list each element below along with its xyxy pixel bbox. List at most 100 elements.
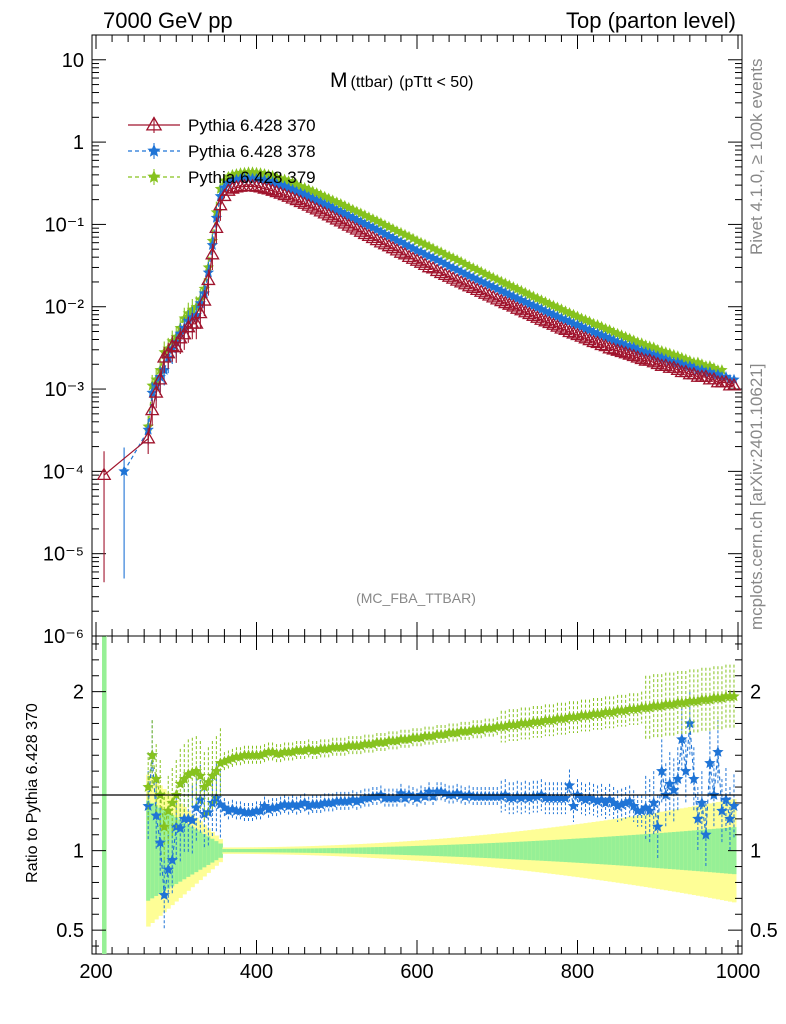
data-point-star bbox=[339, 199, 351, 211]
ratio-band-inner bbox=[659, 832, 665, 869]
ratio-point-star bbox=[724, 812, 736, 824]
legend-marker-star bbox=[147, 144, 161, 157]
data-point-triangle bbox=[457, 276, 473, 290]
ratio-band-inner bbox=[194, 829, 199, 873]
data-point-star bbox=[591, 327, 604, 339]
ratio-point-star bbox=[704, 693, 716, 705]
data-point-triangle bbox=[333, 213, 349, 227]
legend-label: Pythia 6.428 379 bbox=[188, 168, 316, 187]
ratio-band-inner bbox=[342, 847, 348, 854]
data-point-triangle bbox=[465, 280, 481, 294]
ratio-band-inner bbox=[358, 847, 364, 854]
ratio-band-inner bbox=[282, 848, 288, 853]
data-point-triangle bbox=[530, 310, 545, 323]
ratio-point-star bbox=[523, 717, 536, 729]
ratio-band-inner bbox=[611, 836, 617, 866]
ratio-point-star bbox=[563, 779, 576, 791]
ratio-band-inner bbox=[146, 800, 151, 901]
ratio-series-pythia-6-428-379 bbox=[142, 664, 740, 862]
mcplots-label: mcplots.cern.ch [arXiv:2401.10621] bbox=[747, 364, 766, 630]
plot-title-sub: (ttbar) bbox=[351, 74, 394, 91]
ratio-band-inner bbox=[567, 839, 572, 863]
ratio-band-inner bbox=[218, 843, 223, 858]
ratio-y-tick-label: 0.5 bbox=[56, 920, 84, 942]
data-point-star bbox=[599, 330, 612, 342]
ratio-point-star bbox=[451, 727, 463, 738]
ratio-point-star bbox=[166, 854, 178, 865]
ratio-band-inner bbox=[619, 835, 625, 866]
data-point-triangle bbox=[385, 240, 401, 254]
data-point-triangle bbox=[401, 249, 417, 263]
ratio-point-star bbox=[636, 804, 648, 816]
ratio-point-star bbox=[286, 746, 299, 757]
data-point-triangle bbox=[570, 327, 585, 341]
data-point-triangle bbox=[357, 226, 373, 240]
header-right: Top (parton level) bbox=[566, 8, 736, 33]
data-point-triangle bbox=[574, 329, 589, 342]
data-point-triangle bbox=[630, 349, 645, 363]
data-point-star bbox=[555, 312, 568, 324]
data-point-triangle bbox=[193, 305, 208, 319]
data-point-triangle bbox=[526, 308, 541, 321]
data-point-triangle bbox=[273, 186, 288, 199]
ratio-point-star bbox=[311, 744, 323, 756]
ratio-band-inner bbox=[679, 831, 685, 870]
legend-marker-triangle bbox=[145, 116, 163, 131]
data-point-star bbox=[403, 240, 415, 252]
ratio-band-inner bbox=[162, 810, 167, 892]
data-point-star bbox=[463, 260, 475, 272]
ratio-point-star bbox=[194, 769, 206, 781]
data-point-triangle bbox=[205, 246, 220, 260]
ratio-point-star bbox=[615, 798, 628, 810]
ratio-band-inner bbox=[667, 832, 673, 869]
ratio-point-star bbox=[150, 773, 162, 784]
ratio-band-inner bbox=[330, 848, 336, 854]
ratio-point-star bbox=[696, 797, 708, 808]
ratio-point-star bbox=[218, 755, 231, 767]
ratio-point-star bbox=[142, 781, 154, 792]
ratio-band-inner bbox=[603, 836, 609, 865]
legend-entry: Pythia 6.428 378 bbox=[128, 142, 316, 161]
data-point-star bbox=[491, 283, 503, 294]
y-tick-label: 10⁻³ bbox=[45, 379, 85, 401]
data-point-star bbox=[591, 319, 604, 330]
ratio-point-star bbox=[712, 746, 724, 757]
plot-title-cut: (pTtt < 50) bbox=[399, 74, 473, 91]
data-point-star bbox=[499, 277, 511, 289]
ratio-point-star bbox=[535, 715, 548, 727]
data-point-triangle bbox=[437, 267, 453, 281]
ratio-band-inner bbox=[599, 837, 605, 865]
ratio-point-star bbox=[704, 757, 716, 769]
ratio-band-inner bbox=[362, 847, 368, 854]
data-point-triangle bbox=[481, 287, 497, 301]
data-point-triangle bbox=[678, 364, 694, 378]
data-point-star bbox=[567, 308, 580, 320]
ratio-point-star bbox=[294, 798, 307, 810]
data-point-triangle bbox=[449, 273, 465, 286]
ratio-y-axis-label: Ratio to Pythia 6.428 370 bbox=[24, 703, 41, 883]
data-point-star bbox=[238, 166, 251, 178]
ratio-band-inner bbox=[254, 848, 260, 853]
data-point-triangle bbox=[510, 301, 525, 314]
data-point-triangle bbox=[485, 289, 501, 303]
ratio-point-star bbox=[419, 790, 431, 802]
ratio-band-inner bbox=[455, 844, 460, 857]
ratio-point-star bbox=[583, 709, 596, 721]
ratio-band-inner bbox=[447, 844, 452, 857]
ratio-band-inner bbox=[338, 847, 344, 854]
data-point-triangle bbox=[501, 297, 517, 310]
ratio-point-star bbox=[158, 889, 170, 900]
ratio-band-inner bbox=[326, 848, 332, 854]
ratio-band-inner bbox=[707, 829, 713, 873]
ratio-point-star bbox=[692, 695, 704, 706]
data-point-triangle bbox=[253, 179, 268, 193]
data-point-triangle bbox=[197, 293, 212, 306]
data-point-triangle bbox=[658, 358, 674, 371]
ratio-band-inner bbox=[210, 838, 215, 863]
ratio-point-star bbox=[632, 703, 644, 714]
data-point-triangle bbox=[405, 251, 421, 264]
ratio-band-inner bbox=[310, 848, 316, 853]
ratio-point-star bbox=[591, 795, 604, 807]
data-point-triangle bbox=[156, 349, 172, 363]
legend-label: Pythia 6.428 370 bbox=[188, 116, 316, 135]
